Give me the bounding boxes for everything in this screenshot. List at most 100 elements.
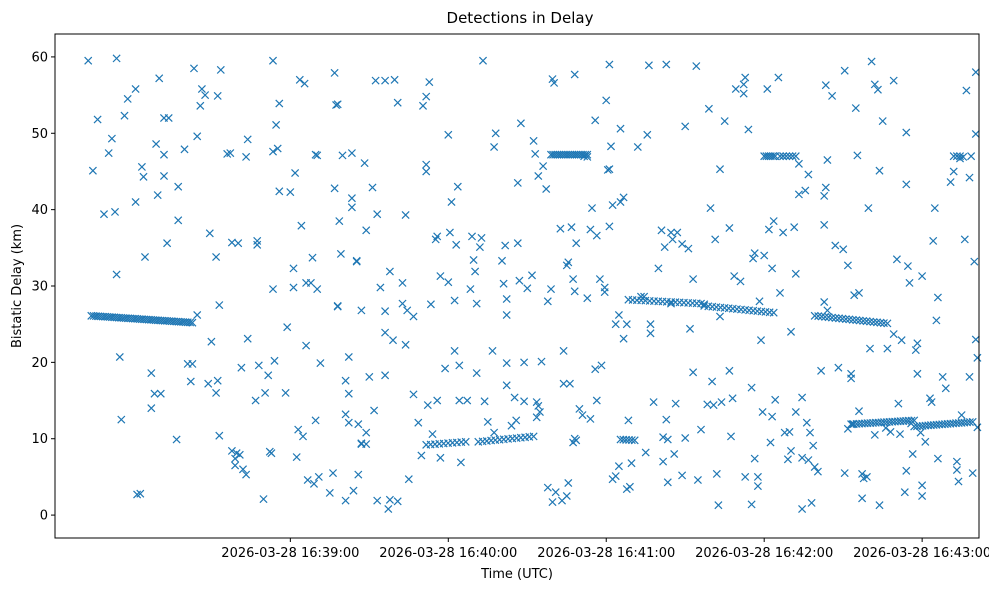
data-point (235, 450, 244, 459)
data-point (423, 401, 432, 410)
data-point (591, 365, 600, 374)
data-point (592, 396, 601, 405)
data-point (112, 54, 121, 63)
data-point (952, 465, 961, 475)
data-point (381, 328, 390, 337)
data-point (188, 318, 197, 327)
data-point (347, 203, 356, 212)
data-point (352, 256, 361, 265)
data-point (859, 316, 868, 325)
data-point (565, 379, 574, 388)
data-point (272, 120, 281, 129)
data-point (843, 261, 852, 270)
data-point (212, 388, 221, 397)
data-point (174, 216, 183, 225)
data-point (720, 117, 729, 126)
data-point (196, 101, 205, 110)
data-point (159, 150, 169, 159)
data-point (477, 233, 486, 242)
data-point (341, 496, 350, 505)
data-point (502, 294, 511, 304)
data-point (747, 500, 756, 509)
data-point (564, 478, 573, 488)
data-point (839, 245, 848, 254)
data-point (513, 178, 522, 187)
data-point (243, 334, 252, 343)
data-point (401, 210, 410, 220)
data-point (267, 449, 276, 458)
data-point (344, 389, 353, 398)
data-point (782, 152, 791, 161)
data-point (373, 496, 382, 505)
data-point (570, 70, 579, 79)
data-point (592, 231, 601, 240)
data-point (619, 193, 628, 202)
data-point (938, 372, 947, 381)
data-point (316, 359, 325, 368)
data-point (933, 454, 942, 463)
data-point (865, 344, 875, 353)
data-point (469, 255, 478, 265)
x-tick-label: 2026-03-28 16:39:00 (221, 546, 359, 561)
data-point (455, 361, 464, 370)
data-point (243, 135, 252, 144)
data-point (894, 399, 903, 408)
data-point (831, 313, 840, 323)
data-point (602, 96, 611, 105)
data-point (313, 285, 322, 294)
data-point (308, 253, 317, 262)
data-point (283, 323, 292, 332)
data-point (949, 167, 958, 176)
data-point (840, 66, 849, 75)
data-point (744, 125, 753, 134)
data-point (774, 73, 783, 82)
data-point (115, 352, 124, 362)
data-point (583, 294, 592, 303)
data-point (523, 284, 532, 293)
data-point (275, 99, 284, 108)
data-point (501, 241, 510, 250)
data-point (851, 104, 860, 113)
data-point (804, 456, 813, 465)
data-point (902, 466, 911, 475)
data-point (763, 84, 772, 94)
data-point (654, 264, 663, 273)
x-tick-label: 2026-03-28 16:41:00 (537, 546, 675, 561)
data-point (325, 488, 334, 497)
data-point (889, 76, 898, 85)
data-point (159, 171, 169, 181)
data-point (971, 68, 980, 77)
data-point (866, 317, 875, 326)
data-point (575, 404, 584, 413)
data-point (472, 369, 481, 378)
data-point (529, 136, 538, 145)
data-point (502, 359, 511, 368)
data-point (862, 317, 871, 326)
data-point (231, 454, 240, 463)
data-point (426, 300, 435, 309)
data-point (766, 438, 775, 447)
data-point (335, 217, 344, 226)
data-point (771, 395, 780, 404)
data-point (204, 379, 213, 388)
data-point (756, 336, 766, 345)
data-point (783, 455, 792, 464)
data-point (591, 116, 600, 125)
data-point (381, 371, 390, 380)
data-point (341, 376, 350, 385)
data-point (344, 352, 353, 362)
data-point (606, 142, 616, 151)
x-axis-label: Time (UTC) (480, 567, 553, 582)
data-point (515, 276, 524, 285)
data-point (730, 272, 739, 281)
data-point (418, 101, 428, 110)
data-point (873, 85, 882, 94)
data-point (864, 204, 873, 213)
data-point (823, 155, 832, 165)
data-point (311, 150, 320, 159)
data-point (952, 457, 961, 466)
data-point (708, 377, 717, 386)
data-point (820, 191, 829, 200)
data-point (120, 111, 129, 120)
data-point (186, 377, 195, 386)
